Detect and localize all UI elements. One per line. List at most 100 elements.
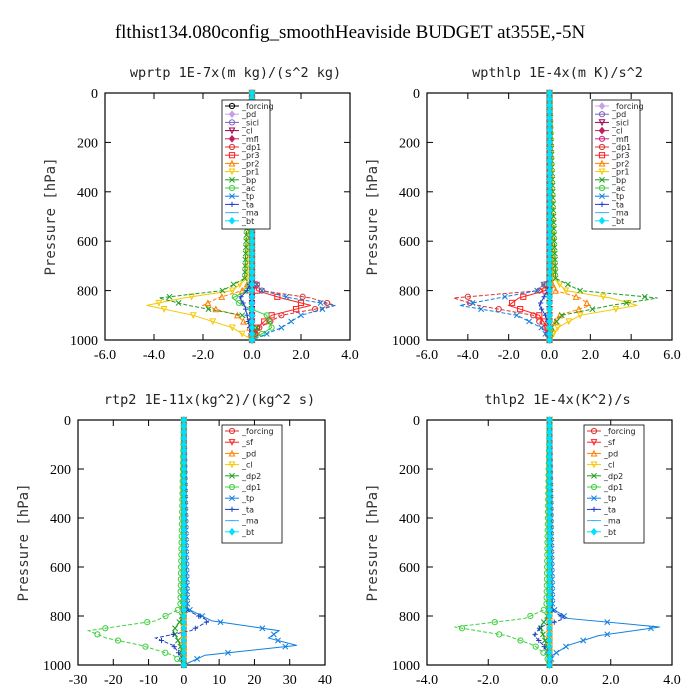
y-tick-label: 0	[413, 414, 420, 429]
legend-marker	[228, 143, 236, 151]
data-point	[541, 644, 547, 650]
series-bt	[180, 416, 188, 669]
data-point	[562, 287, 570, 295]
panel-title: thlp2 1E-4x(K^2)/s	[484, 392, 630, 408]
legend-marker	[598, 216, 606, 225]
data-point	[576, 312, 584, 320]
legend-marker	[228, 483, 236, 491]
legend: _forcing _sf _pd _cl _dp2 _dp1 _tp _ta _ma _bt	[221, 424, 283, 544]
data-point	[283, 293, 290, 300]
legend-marker	[228, 427, 236, 435]
y-tick-label: 600	[50, 561, 71, 576]
legend-marker	[599, 193, 605, 200]
y-axis-label: Pressure [hPa]	[43, 157, 59, 275]
y-tick-label: 0	[413, 87, 420, 102]
legend-marker	[229, 176, 235, 183]
data-point	[199, 613, 206, 619]
data-point	[205, 306, 212, 313]
data-point	[239, 312, 246, 319]
data-point	[558, 613, 564, 619]
data-point	[575, 305, 583, 313]
series-bt	[546, 89, 553, 344]
data-point	[241, 269, 248, 276]
data-point	[538, 324, 545, 331]
data-point	[540, 649, 547, 656]
y-tick-label: 1000	[392, 659, 420, 674]
plot-frame	[77, 419, 326, 666]
legend-label: _forcing	[241, 102, 274, 111]
legend-marker	[228, 119, 236, 126]
legend-label: _ac	[611, 184, 625, 193]
data-point	[248, 336, 256, 344]
legend-label: _dp2	[603, 472, 623, 481]
y-tick-label: 1000	[70, 334, 98, 349]
x-tick-label: 0.0	[541, 673, 559, 688]
legend-label: _tp	[611, 192, 624, 201]
data-point	[583, 299, 591, 307]
legend-label: _bt	[603, 528, 616, 537]
data-point	[142, 643, 149, 650]
data-point	[240, 317, 247, 325]
panel-3: rtp2 1E-11x(kg^2)/(kg^2 s) Pressure [hPa]…	[16, 392, 332, 688]
data-point	[536, 318, 543, 325]
legend-marker	[228, 216, 236, 225]
x-tick-label: 0.0	[243, 348, 261, 363]
data-point	[278, 324, 285, 331]
x-tick-label: 4.0	[622, 348, 640, 363]
legend-label: _ta	[241, 505, 254, 514]
legend-marker	[229, 193, 235, 200]
data-point	[212, 305, 220, 313]
y-axis-label: Pressure [hPa]	[365, 483, 381, 601]
data-point	[536, 312, 543, 319]
legend-label: _tp	[241, 494, 254, 503]
legend-marker	[229, 495, 235, 502]
x-tick-label: -6.0	[94, 348, 116, 363]
data-point	[233, 311, 241, 319]
legend-marker	[229, 201, 235, 207]
data-point	[551, 250, 558, 257]
data-point	[186, 606, 193, 613]
legend-marker	[598, 102, 606, 110]
data-point	[228, 287, 236, 295]
legend-marker	[590, 483, 598, 491]
data-point	[539, 631, 546, 638]
legend-marker	[228, 168, 236, 176]
data-point	[612, 306, 620, 313]
data-point	[240, 300, 246, 306]
x-tick-label: 10	[212, 673, 226, 688]
data-point	[194, 655, 201, 662]
legend-marker	[598, 111, 606, 118]
data-point	[469, 299, 476, 306]
data-point	[298, 312, 304, 319]
data-point	[478, 306, 485, 313]
legend-label: _dp1	[241, 483, 261, 492]
data-point	[513, 312, 520, 319]
data-point	[114, 637, 122, 644]
data-point	[263, 312, 270, 319]
data-point	[541, 637, 548, 644]
data-point	[268, 324, 275, 331]
y-tick-label: 1000	[43, 659, 71, 674]
y-tick-label: 600	[399, 561, 420, 576]
x-tick-label: -4.0	[416, 673, 438, 688]
data-point	[218, 293, 226, 300]
legend-label: _cl	[603, 461, 615, 470]
legend-marker	[599, 201, 605, 207]
series-line	[549, 92, 638, 341]
y-tick-label: 0	[91, 87, 98, 102]
data-point	[536, 637, 542, 644]
legend-marker	[591, 472, 597, 479]
data-point	[551, 244, 558, 251]
legend-marker	[598, 184, 606, 192]
data-point	[623, 299, 630, 306]
data-point	[551, 232, 558, 238]
data-point	[171, 644, 177, 650]
legend-label: _pr3	[611, 151, 629, 160]
legend-label: _bt	[611, 217, 624, 226]
data-point	[324, 299, 331, 307]
data-point	[209, 318, 217, 326]
legend-label: _mfl	[611, 135, 629, 144]
legend-label: _pd	[241, 449, 256, 458]
legend-label: _pd	[603, 449, 618, 458]
data-point	[270, 631, 277, 638]
